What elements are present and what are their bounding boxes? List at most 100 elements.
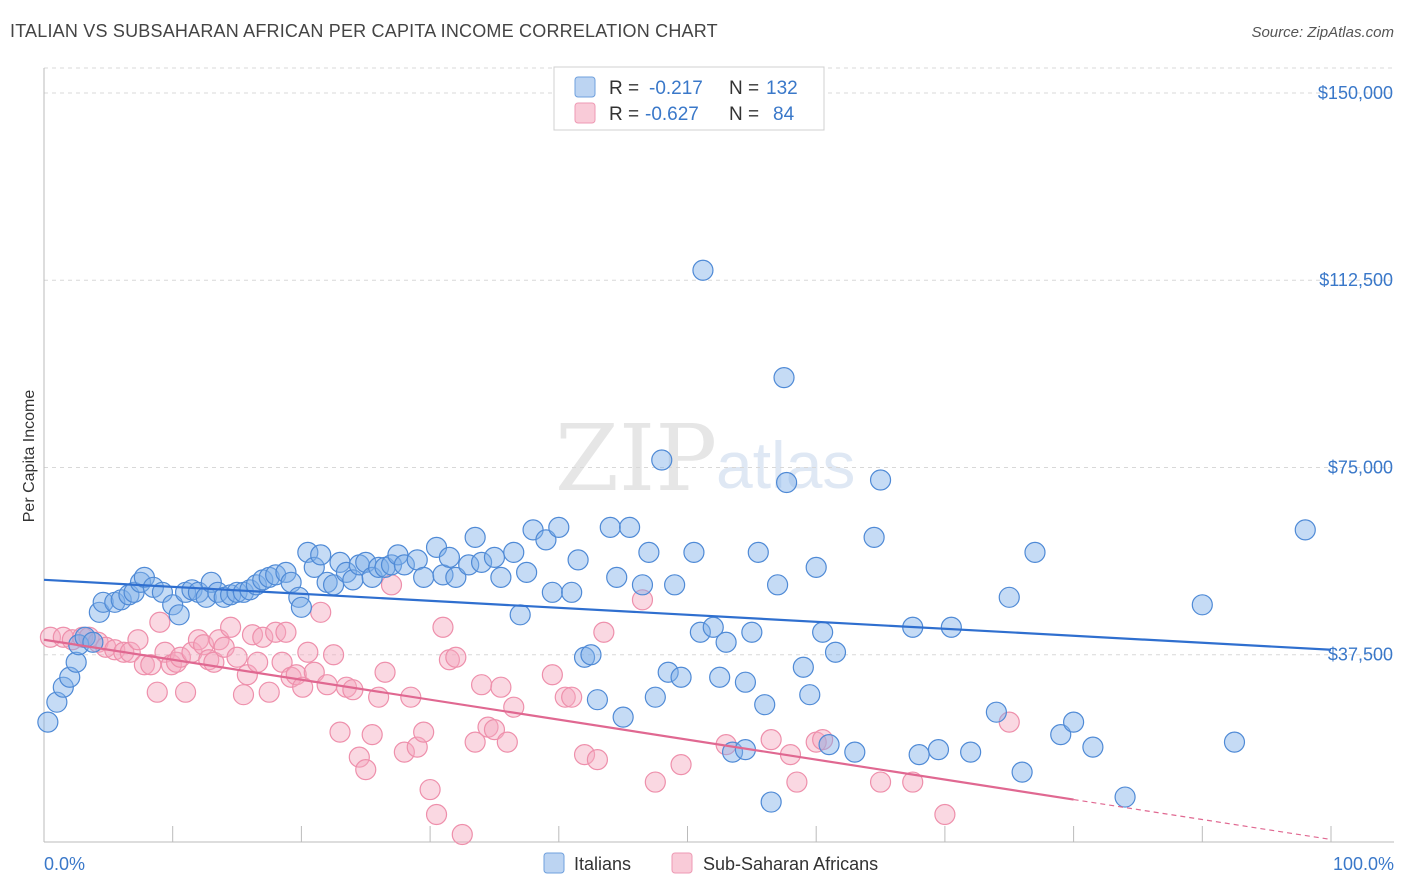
italians-point (692, 259, 714, 281)
italians-point (689, 621, 711, 643)
italians-point (775, 471, 798, 494)
italians-point (618, 516, 641, 539)
italians-point (657, 661, 679, 683)
italians-point (805, 556, 827, 578)
italians-point (380, 554, 403, 576)
italians-point (985, 701, 1007, 723)
africans-point (310, 601, 332, 623)
italians-point (567, 549, 589, 571)
africans-point (760, 729, 782, 751)
africans-point (631, 589, 654, 611)
correlation-legend: R = -0.217 N = 132 R = -0.627 N = 84 (553, 66, 825, 131)
italians-point (715, 631, 737, 653)
italians-point (503, 541, 525, 563)
italians-point (863, 526, 885, 548)
italians-point (760, 791, 782, 813)
grid-layer (44, 67, 1394, 656)
y-tick-label: $112,500 (1319, 270, 1393, 290)
italians-trend-line (43, 578, 1332, 651)
africans-point (554, 686, 576, 708)
italians-point (37, 711, 59, 733)
africans-point (226, 646, 248, 668)
italians-point (458, 554, 480, 576)
africans-point (413, 721, 435, 743)
italians-point (709, 666, 731, 688)
italians-point (445, 566, 467, 588)
africans-point (445, 646, 467, 668)
africans-point (934, 803, 956, 826)
africans-point (490, 676, 512, 698)
italians-point (599, 516, 621, 539)
africans-point (644, 771, 666, 793)
trend-lines (43, 578, 1332, 841)
africans-trend-line (43, 638, 1074, 801)
legend-r-value: -0.217 (649, 78, 703, 99)
italians-point (606, 566, 628, 588)
italians-point (1114, 786, 1136, 808)
italians-point (548, 516, 570, 539)
italians-point (1294, 519, 1316, 541)
legend-r-label: R = (609, 104, 639, 125)
x-tick-label-min: 0.0% (44, 854, 85, 874)
italians-point (612, 706, 634, 728)
africans-point (292, 676, 314, 698)
italians-point (844, 741, 866, 763)
italians-point (438, 546, 461, 568)
italians-point (741, 621, 763, 643)
italians-point (799, 684, 821, 706)
italians-point (65, 651, 87, 673)
italians-point (670, 666, 692, 688)
italians-point (413, 566, 435, 588)
africans-point (573, 744, 596, 766)
italians-point (516, 561, 538, 583)
bottom-legend-label-africans: Sub-Saharan Africans (703, 854, 878, 874)
y-tick-label: $150,000 (1318, 83, 1393, 103)
africans-trend-extension (1073, 798, 1332, 841)
africans-point (541, 664, 563, 686)
africans-point (902, 771, 924, 793)
africans-point (297, 641, 319, 663)
italians-point (535, 529, 557, 551)
y-tick-labels: $37,500 $75,000 $112,500 $150,000 (1318, 83, 1393, 665)
x-tick-marks (43, 826, 1332, 842)
africans-point (464, 731, 486, 753)
africans-point (393, 741, 415, 763)
africans-point (322, 644, 345, 666)
legend-box (553, 66, 825, 131)
italians-point (483, 546, 506, 568)
italians-point (470, 551, 493, 573)
africans-point (329, 721, 351, 743)
italians-point (747, 541, 769, 563)
africans-point (470, 674, 493, 696)
bottom-legend-swatch-italians (543, 852, 565, 874)
africans-point (451, 823, 473, 846)
chart-title: ITALIAN VS SUBSAHARAN AFRICAN PER CAPITA… (10, 21, 718, 41)
italians-point (162, 594, 184, 616)
y-tick-label: $37,500 (1328, 645, 1393, 665)
africans-point (127, 629, 149, 651)
italians-point (92, 591, 114, 613)
africans-point (432, 616, 454, 638)
africans-point (174, 681, 197, 703)
italians-point (464, 526, 486, 548)
legend-n-label: N = (729, 78, 759, 99)
italians-point (1082, 736, 1104, 758)
italians-point (275, 561, 297, 583)
africans-point (247, 651, 269, 673)
italians-point (734, 671, 757, 693)
africans-point (586, 749, 609, 771)
africans-point (425, 803, 448, 826)
africans-point (593, 621, 615, 643)
italians-point (1050, 724, 1072, 746)
italians-point (1062, 711, 1085, 733)
italians-point (52, 676, 74, 698)
italians-point (792, 656, 814, 678)
bottom-legend-label-italians: Italians (574, 854, 631, 874)
italians-point (824, 641, 847, 663)
italians-point (1191, 594, 1213, 616)
italians-point (651, 449, 673, 471)
italians-point (1223, 731, 1246, 753)
watermark-atlas: atlas (716, 428, 855, 502)
italians-point (754, 694, 776, 716)
